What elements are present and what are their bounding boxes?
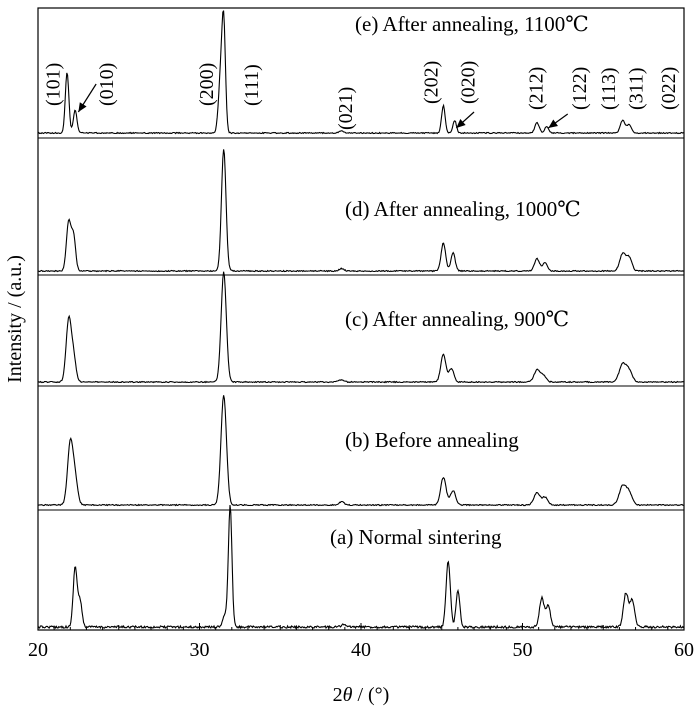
- x-axis-label: 2θ / (°): [333, 684, 390, 706]
- peak-label: (020): [458, 61, 480, 104]
- x-tick-label: 50: [513, 639, 533, 661]
- spectrum-line: [37, 395, 684, 507]
- y-axis-label: Intensity / (a.u.): [4, 255, 26, 383]
- peak-labels: (101) (010) (200) (111) (021) (202) (020) (212)…: [43, 61, 680, 130]
- peak-label: (021): [335, 87, 357, 130]
- x-tick-label: 60: [674, 639, 694, 661]
- x-tick-label: 40: [351, 639, 371, 661]
- peak-label: (212): [525, 67, 547, 110]
- spectrum-line: [37, 10, 684, 135]
- series-label: (e) After annealing, 1100℃: [355, 12, 589, 36]
- x-tick-label: 30: [190, 639, 210, 661]
- peak-label: (202): [420, 61, 442, 104]
- series-labels: (a) Normal sintering (b) Before annealing…: [330, 12, 589, 549]
- arrow-head: [548, 119, 558, 128]
- x-tick-label: 20: [28, 639, 48, 661]
- spectrum-line: [37, 149, 684, 273]
- peak-label: (022): [658, 67, 680, 110]
- spectrum-line: [37, 271, 684, 384]
- arrow-head: [456, 119, 466, 128]
- spectrum-line: [37, 504, 685, 630]
- series-label: (c) After annealing, 900℃: [345, 307, 569, 331]
- series-label: (b) Before annealing: [345, 428, 519, 452]
- peak-label: (101): [43, 63, 65, 106]
- peak-label: (311): [626, 67, 648, 110]
- peak-arrows: [77, 83, 569, 129]
- panel-separators: [38, 137, 684, 511]
- peak-label: (111): [241, 64, 263, 106]
- peak-label: (122): [569, 67, 591, 110]
- series-label: (a) Normal sintering: [330, 525, 502, 549]
- peak-label: (200): [196, 63, 218, 106]
- arrow-head: [78, 102, 87, 112]
- series-label: (d) After annealing, 1000℃: [345, 197, 581, 221]
- peak-label: (010): [96, 63, 118, 106]
- peak-label: (113): [598, 67, 620, 110]
- x-axis: 20 30 40 50 60: [28, 623, 694, 661]
